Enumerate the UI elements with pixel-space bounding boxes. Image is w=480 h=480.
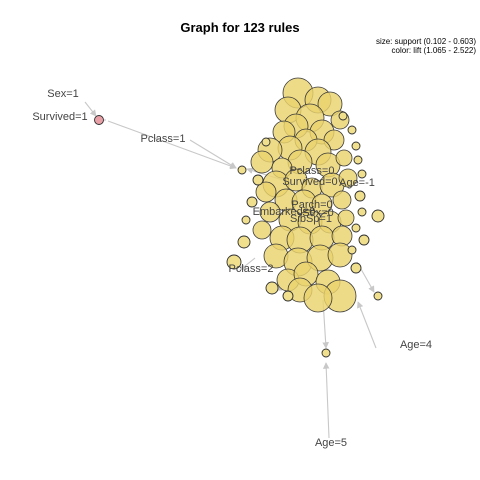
rule-node xyxy=(265,281,279,295)
rule-node xyxy=(354,190,366,202)
rule-node xyxy=(303,283,333,313)
item-label: SibSp=1 xyxy=(290,213,332,225)
rule-node xyxy=(282,290,294,302)
rule-node xyxy=(261,137,271,147)
graph-edge xyxy=(322,362,330,439)
graph-edge xyxy=(107,120,237,170)
label-layer: Sex=1 Survived=1 Pclass=1 Pclass=0Survived=… xyxy=(32,88,432,449)
item-label: Sex=1 xyxy=(47,88,79,100)
item-label: Pclass=1 xyxy=(141,133,186,145)
rule-node xyxy=(317,91,343,117)
graph-edge xyxy=(357,301,377,349)
rule-node xyxy=(357,207,367,217)
rule-node xyxy=(338,168,358,188)
rule-node xyxy=(353,155,363,165)
legend-color: color: lift (1.065 - 2.522) xyxy=(391,46,476,55)
item-label: Age=5 xyxy=(315,437,347,449)
graph-edge xyxy=(84,101,97,117)
rule-node xyxy=(358,234,370,246)
rule-node-high-lift xyxy=(94,115,104,125)
rule-node xyxy=(351,141,361,151)
rule-node xyxy=(237,235,251,249)
item-label: Parch=0 xyxy=(291,199,332,211)
rule-node xyxy=(335,149,353,167)
rule-node xyxy=(347,125,357,135)
rule-node xyxy=(347,245,357,255)
item-label: Sex=0 xyxy=(302,207,334,219)
rule-node xyxy=(357,169,367,179)
rule-node xyxy=(351,223,361,233)
rule-node xyxy=(237,165,247,175)
item-label: Embarked=0 xyxy=(253,206,316,218)
graph-title: Graph for 123 rules xyxy=(180,20,300,35)
rule-node xyxy=(321,348,331,358)
graph-edge xyxy=(189,139,237,169)
rule-node xyxy=(255,181,277,203)
item-label: Age=-1 xyxy=(339,177,375,189)
item-label: Pclass=0 xyxy=(290,165,335,177)
graph-edge xyxy=(239,257,256,271)
rule-node xyxy=(226,254,242,270)
rule-node xyxy=(252,220,272,240)
rule-node xyxy=(350,262,362,274)
rule-node xyxy=(371,209,385,223)
rule-node xyxy=(337,209,355,227)
rule-node xyxy=(246,196,258,208)
item-label: Survived=0 xyxy=(282,176,337,188)
rule-node xyxy=(338,111,348,121)
rule-node xyxy=(332,190,352,210)
node-layer xyxy=(94,77,385,358)
rule-node xyxy=(252,174,264,186)
rule-node xyxy=(373,291,383,301)
item-label: Age=4 xyxy=(400,339,432,351)
rule-node xyxy=(250,150,274,174)
item-label: Pclass=2 xyxy=(229,263,274,275)
rule-node xyxy=(241,215,251,225)
item-label: Survived=1 xyxy=(32,111,87,123)
rule-node xyxy=(327,242,353,268)
rule-node xyxy=(259,201,281,223)
legend-size: size: support (0.102 - 0.603) xyxy=(375,37,476,46)
